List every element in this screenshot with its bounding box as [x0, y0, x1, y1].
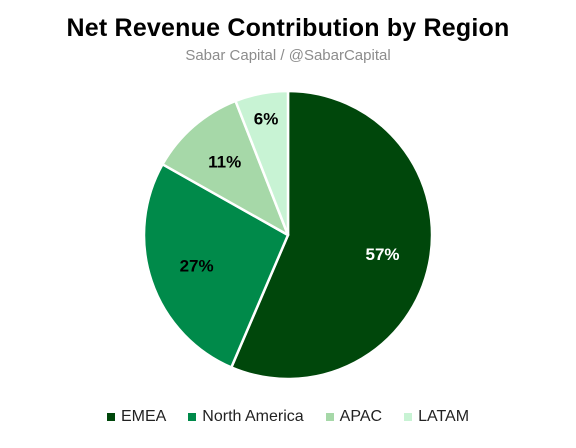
legend-item-apac: APAC	[325, 408, 383, 426]
legend-label: North America	[202, 408, 304, 425]
legend-swatch	[325, 413, 334, 421]
legend: EMEA North America APAC LATAM	[0, 408, 576, 426]
data-label-north-america: 27%	[180, 256, 214, 275]
legend-item-north-america: North America	[188, 408, 304, 426]
pie-slice-latam	[234, 89, 290, 237]
legend-item-emea: EMEA	[106, 408, 167, 426]
pie-slice-emea	[230, 89, 434, 381]
legend-label: EMEA	[120, 408, 167, 425]
legend-swatch	[188, 413, 197, 421]
data-label-emea: 57%	[365, 245, 399, 264]
legend-swatch	[106, 413, 115, 421]
legend-label: LATAM	[418, 408, 470, 425]
data-label-latam: 6%	[254, 109, 279, 128]
data-label-apac: 11%	[208, 153, 241, 172]
legend-swatch	[404, 413, 413, 421]
chart-title: Net Revenue Contribution by Region	[66, 14, 510, 42]
chart-subtitle: Sabar Capital / @SabarCapital	[185, 47, 391, 64]
legend-label: APAC	[339, 408, 383, 425]
legend-item-latam: LATAM	[404, 408, 469, 426]
pie-slice-apac	[161, 99, 290, 237]
